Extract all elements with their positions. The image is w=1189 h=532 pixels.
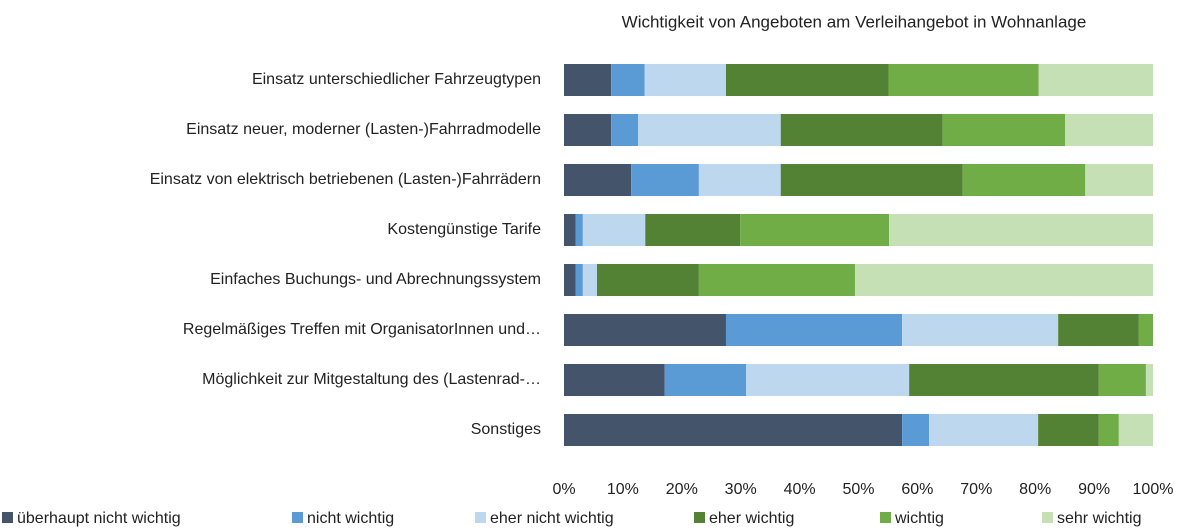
bar-segment bbox=[902, 414, 930, 446]
bar-segment bbox=[725, 314, 903, 346]
bar-segment bbox=[664, 364, 747, 396]
bar-segment bbox=[582, 214, 646, 246]
x-tick-label: 0% bbox=[552, 481, 575, 498]
legend-swatch bbox=[475, 512, 486, 523]
x-tick-label: 50% bbox=[842, 481, 874, 498]
bar-segment bbox=[1145, 364, 1153, 396]
bar-segment bbox=[1098, 364, 1146, 396]
bar-segment bbox=[780, 164, 963, 196]
y-tick-label: Einsatz von elektrisch betriebenen (Last… bbox=[150, 171, 541, 188]
bar-segment bbox=[1138, 314, 1153, 346]
bar-segment bbox=[942, 114, 1066, 146]
bar-segment bbox=[780, 114, 943, 146]
bar-segment bbox=[1038, 414, 1099, 446]
x-tick-label: 30% bbox=[725, 481, 757, 498]
bar-segment bbox=[1118, 414, 1153, 446]
x-tick-label: 90% bbox=[1078, 481, 1110, 498]
legend-swatch bbox=[2, 512, 13, 523]
bar-segment bbox=[575, 264, 583, 296]
legend-label: eher wichtig bbox=[709, 510, 794, 527]
bar-segment bbox=[909, 364, 1099, 396]
bar-segment bbox=[889, 214, 1153, 246]
chart-title: Wichtigkeit von Angeboten am Verleihange… bbox=[622, 12, 1087, 31]
x-tick-label: 40% bbox=[784, 481, 816, 498]
y-tick-label: Einsatz unterschiedlicher Fahrzeugtypen bbox=[252, 71, 541, 88]
bar-segment bbox=[1038, 64, 1153, 96]
bar-segment bbox=[564, 264, 576, 296]
bar-segment bbox=[564, 414, 903, 446]
bar-segment bbox=[698, 264, 855, 296]
x-tick-label: 10% bbox=[607, 481, 639, 498]
bar-segment bbox=[645, 214, 741, 246]
legend-swatch bbox=[880, 512, 891, 523]
bar-segment bbox=[638, 114, 781, 146]
bar-segment bbox=[596, 264, 699, 296]
bar-segment bbox=[1065, 114, 1153, 146]
bar-segment bbox=[564, 364, 665, 396]
legend-swatch bbox=[694, 512, 705, 523]
bar-segment bbox=[631, 164, 699, 196]
y-tick-label: Sonstiges bbox=[471, 421, 541, 438]
bar-segment bbox=[611, 114, 639, 146]
bar-segment bbox=[698, 164, 781, 196]
legend-label: nicht wichtig bbox=[307, 510, 394, 527]
x-tick-label: 60% bbox=[901, 481, 933, 498]
bar-segment bbox=[746, 364, 910, 396]
y-tick-label: Kostengünstige Tarife bbox=[387, 221, 541, 238]
bar-segment bbox=[582, 264, 597, 296]
x-tick-label: 70% bbox=[960, 481, 992, 498]
y-tick-label: Möglichkeit zur Mitgestaltung des (Laste… bbox=[202, 371, 541, 388]
y-tick-label: Regelmäßiges Treffen mit OrganisatorInne… bbox=[183, 321, 541, 338]
bar-segment bbox=[575, 214, 583, 246]
bar-segment bbox=[564, 314, 726, 346]
bar-segment bbox=[929, 414, 1039, 446]
bar-segment bbox=[1098, 414, 1119, 446]
bar-segment bbox=[644, 64, 726, 96]
y-tick-label: Einfaches Buchungs- und Abrechnungssyste… bbox=[210, 271, 541, 288]
bar-segment bbox=[854, 264, 1153, 296]
legend-label: wichtig bbox=[894, 510, 944, 527]
y-tick-label: Einsatz neuer, moderner (Lasten-)Fahrrad… bbox=[186, 121, 541, 138]
bar-segment bbox=[888, 64, 1039, 96]
bar-segment bbox=[1085, 164, 1153, 196]
legend-swatch bbox=[292, 512, 303, 523]
bar-segment bbox=[740, 214, 890, 246]
legend-label: sehr wichtig bbox=[1057, 510, 1141, 527]
bar-segment bbox=[564, 164, 632, 196]
bar-segment bbox=[962, 164, 1086, 196]
legend-swatch bbox=[1042, 512, 1053, 523]
x-tick-label: 100% bbox=[1133, 481, 1174, 498]
bar-segment bbox=[902, 314, 1059, 346]
legend-label: eher nicht wichtig bbox=[490, 510, 614, 527]
bar-segment bbox=[564, 64, 612, 96]
x-tick-label: 20% bbox=[666, 481, 698, 498]
bar-segment bbox=[1058, 314, 1139, 346]
bar-segment bbox=[611, 64, 645, 96]
x-tick-label: 80% bbox=[1019, 481, 1051, 498]
bar-segment bbox=[725, 64, 889, 96]
bar-segment bbox=[564, 214, 576, 246]
legend-label: überhaupt nicht wichtig bbox=[17, 510, 181, 527]
bar-segment bbox=[564, 114, 612, 146]
